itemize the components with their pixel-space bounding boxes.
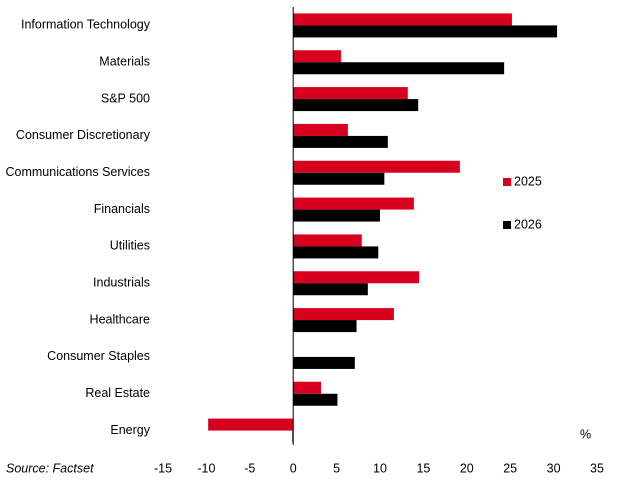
bar — [293, 197, 414, 210]
x-tick-label: 5 — [333, 461, 340, 475]
x-tick-label: 25 — [503, 461, 517, 475]
bar — [293, 308, 394, 321]
y-tick-label: Utilities — [110, 239, 150, 253]
y-tick-label: Communications Services — [6, 165, 151, 179]
bar — [293, 246, 379, 259]
y-tick-label: Consumer Discretionary — [16, 128, 151, 142]
y-tick-label: Materials — [99, 55, 150, 69]
bar — [293, 135, 388, 148]
bar — [293, 160, 460, 173]
y-tick-label: Healthcare — [90, 312, 150, 326]
bar — [293, 381, 321, 394]
bar — [293, 172, 385, 185]
x-tick-label: 35 — [590, 461, 604, 475]
y-tick-label: Industrials — [93, 276, 150, 290]
x-tick-label: -5 — [244, 461, 255, 475]
bar — [293, 271, 420, 284]
y-tick-label: Energy — [110, 423, 150, 437]
x-tick-label: 20 — [460, 461, 474, 475]
x-tick-label: 30 — [547, 461, 561, 475]
y-tick-label: S&P 500 — [101, 91, 150, 105]
source-note: Source: Factset — [6, 461, 94, 475]
bar — [293, 234, 362, 247]
unit-label: % — [580, 427, 591, 441]
x-tick-label: 15 — [416, 461, 430, 475]
legend-label: 2026 — [514, 217, 542, 231]
bar — [293, 62, 505, 75]
x-tick-label: 0 — [290, 461, 297, 475]
bar — [293, 356, 355, 369]
legend-swatch — [503, 178, 511, 186]
bar — [293, 87, 408, 100]
bar — [293, 209, 380, 222]
y-tick-label: Information Technology — [21, 18, 151, 32]
y-tick-label: Consumer Staples — [47, 349, 150, 363]
x-tick-label: -15 — [154, 461, 172, 475]
bar — [293, 13, 512, 26]
bar — [208, 418, 294, 431]
bar — [293, 99, 419, 112]
y-tick-label: Financials — [94, 202, 150, 216]
x-tick-label: 10 — [373, 461, 387, 475]
bar — [293, 25, 558, 38]
y-tick-label: Real Estate — [85, 386, 150, 400]
bar — [293, 320, 357, 333]
legend-swatch — [503, 221, 511, 229]
bar — [293, 283, 368, 296]
bar — [293, 123, 348, 136]
legend-label: 2025 — [514, 174, 542, 188]
bar — [293, 393, 338, 406]
x-tick-label: -10 — [197, 461, 215, 475]
bar — [293, 50, 341, 63]
